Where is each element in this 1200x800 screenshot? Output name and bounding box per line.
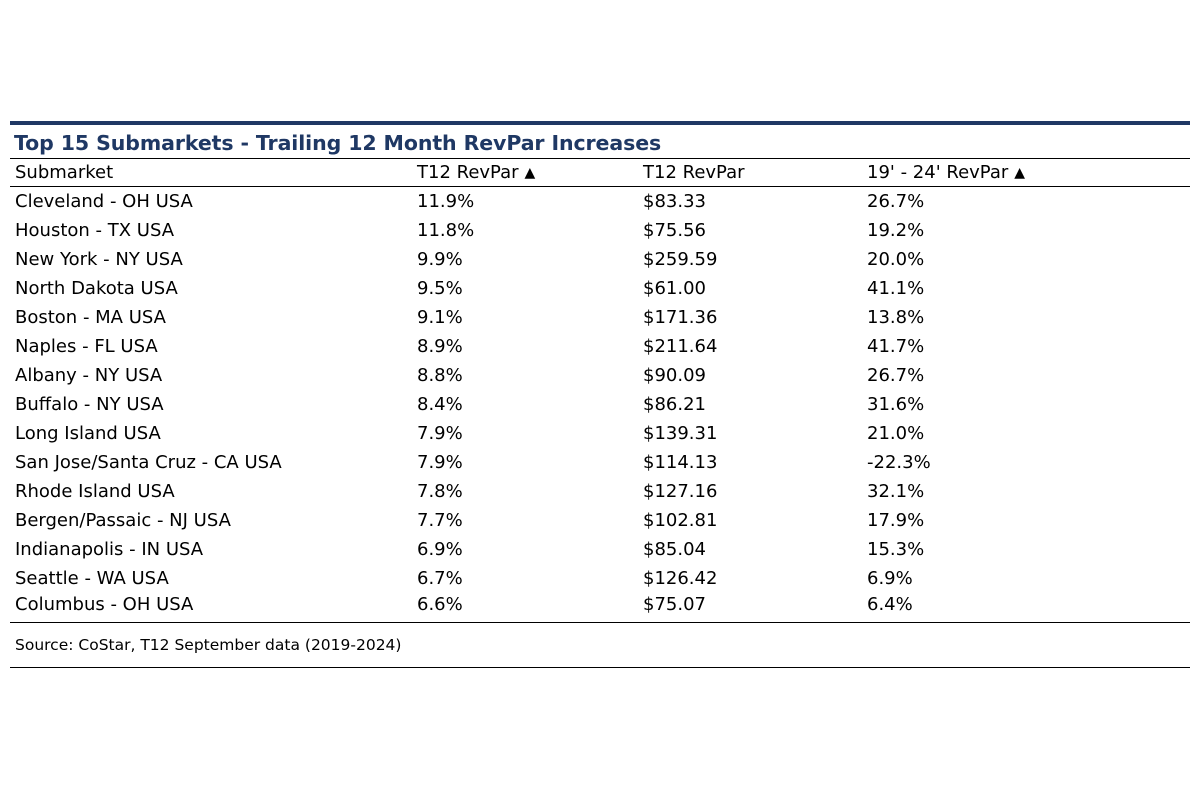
- cell-revpar-change-19-24: 31.6%: [867, 393, 925, 415]
- column-header-t12-revpar-change: T12 RevPar ▲: [412, 158, 638, 187]
- cell-t12-revpar: $259.59: [643, 248, 718, 270]
- cell-t12-revpar: $211.64: [643, 335, 718, 357]
- revpar-table-panel: Top 15 Submarkets - Trailing 12 Month Re…: [10, 121, 1190, 668]
- column-header-t12-revpar: T12 RevPar: [638, 158, 862, 187]
- column-header-label: T12 RevPar: [643, 162, 745, 183]
- cell-t12-revpar-change: 7.7%: [417, 509, 463, 531]
- cell-t12-revpar-change: 8.9%: [417, 335, 463, 357]
- cell-t12-revpar-change: 8.4%: [417, 393, 463, 415]
- cell-t12-revpar: $102.81: [643, 509, 718, 531]
- cell-submarket: North Dakota USA: [15, 277, 178, 299]
- up-triangle-icon: ▲: [1014, 165, 1026, 181]
- cell-revpar-change-19-24: 21.0%: [867, 422, 925, 444]
- cell-revpar-change-19-24: 26.7%: [867, 364, 925, 386]
- table-row: Buffalo - NY USA 8.4% $86.21 31.6%: [10, 390, 1190, 419]
- cell-t12-revpar: $85.04: [643, 538, 706, 560]
- cell-submarket: Columbus - OH USA: [15, 593, 194, 615]
- cell-revpar-change-19-24: 6.9%: [867, 567, 913, 589]
- table-row: Bergen/Passaic - NJ USA 7.7% $102.81 17.9%: [10, 506, 1190, 535]
- cell-submarket: Seattle - WA USA: [15, 567, 169, 589]
- cell-submarket: Rhode Island USA: [15, 480, 175, 502]
- cell-t12-revpar-change: 6.6%: [417, 593, 463, 615]
- cell-t12-revpar-change: 11.8%: [417, 219, 475, 241]
- cell-t12-revpar: $61.00: [643, 277, 706, 299]
- table-row: North Dakota USA 9.5% $61.00 41.1%: [10, 274, 1190, 303]
- cell-t12-revpar: $139.31: [643, 422, 718, 444]
- cell-revpar-change-19-24: 41.1%: [867, 277, 925, 299]
- up-triangle-icon: ▲: [524, 165, 536, 181]
- cell-t12-revpar-change: 11.9%: [417, 190, 475, 212]
- cell-submarket: New York - NY USA: [15, 248, 183, 270]
- cell-revpar-change-19-24: 41.7%: [867, 335, 925, 357]
- cell-t12-revpar: $75.07: [643, 593, 706, 615]
- column-header-label: Submarket: [15, 162, 114, 183]
- cell-submarket: Albany - NY USA: [15, 364, 163, 386]
- table-row: San Jose/Santa Cruz - CA USA 7.9% $114.13 -…: [10, 448, 1190, 477]
- cell-t12-revpar-change: 8.8%: [417, 364, 463, 386]
- cell-t12-revpar: $126.42: [643, 567, 718, 589]
- cell-revpar-change-19-24: 20.0%: [867, 248, 925, 270]
- cell-t12-revpar: $114.13: [643, 451, 718, 473]
- cell-revpar-change-19-24: -22.3%: [867, 451, 931, 473]
- title-top-rule: [10, 121, 1190, 125]
- cell-t12-revpar: $86.21: [643, 393, 706, 415]
- cell-t12-revpar: $90.09: [643, 364, 706, 386]
- cell-t12-revpar: $171.36: [643, 306, 718, 328]
- cell-t12-revpar-change: 7.9%: [417, 422, 463, 444]
- cell-t12-revpar-change: 9.1%: [417, 306, 463, 328]
- cell-submarket: Houston - TX USA: [15, 219, 175, 241]
- table-row: New York - NY USA 9.9% $259.59 20.0%: [10, 245, 1190, 274]
- cell-submarket: Cleveland - OH USA: [15, 190, 193, 212]
- table-row: Columbus - OH USA 6.6% $75.07 6.4%: [10, 593, 1190, 622]
- table-row: Cleveland - OH USA 11.9% $83.33 26.7%: [10, 187, 1190, 216]
- column-header-revpar-change-19-24: 19' - 24' RevPar ▲: [862, 158, 1190, 187]
- cell-t12-revpar-change: 9.5%: [417, 277, 463, 299]
- header-row: Submarket T12 RevPar ▲ T12 RevPar 19' - 24' …: [10, 158, 1190, 187]
- table-row: Rhode Island USA 7.8% $127.16 32.1%: [10, 477, 1190, 506]
- cell-t12-revpar: $83.33: [643, 190, 706, 212]
- cell-t12-revpar-change: 6.7%: [417, 567, 463, 589]
- cell-submarket: Indianapolis - IN USA: [15, 538, 204, 560]
- table-header: Submarket T12 RevPar ▲ T12 RevPar 19' - 24' …: [10, 158, 1190, 187]
- cell-t12-revpar: $127.16: [643, 480, 718, 502]
- cell-revpar-change-19-24: 19.2%: [867, 219, 925, 241]
- table-row: Albany - NY USA 8.8% $90.09 26.7%: [10, 361, 1190, 390]
- cell-revpar-change-19-24: 26.7%: [867, 190, 925, 212]
- column-header-label: 19' - 24' RevPar: [867, 162, 1009, 183]
- cell-revpar-change-19-24: 15.3%: [867, 538, 925, 560]
- cell-t12-revpar-change: 7.8%: [417, 480, 463, 502]
- table-row: Indianapolis - IN USA 6.9% $85.04 15.3%: [10, 535, 1190, 564]
- cell-t12-revpar-change: 7.9%: [417, 451, 463, 473]
- cell-t12-revpar-change: 6.9%: [417, 538, 463, 560]
- cell-t12-revpar-change: 9.9%: [417, 248, 463, 270]
- column-header-label: T12 RevPar: [417, 162, 519, 183]
- cell-submarket: Buffalo - NY USA: [15, 393, 164, 415]
- table-row: Houston - TX USA 11.8% $75.56 19.2%: [10, 216, 1190, 245]
- submarket-revpar-table: Submarket T12 RevPar ▲ T12 RevPar 19' - 24' …: [10, 158, 1190, 622]
- table-row: Naples - FL USA 8.9% $211.64 41.7%: [10, 332, 1190, 361]
- table-title: Top 15 Submarkets - Trailing 12 Month Re…: [14, 131, 662, 155]
- table-row: Long Island USA 7.9% $139.31 21.0%: [10, 419, 1190, 448]
- cell-submarket: Long Island USA: [15, 422, 161, 444]
- cell-revpar-change-19-24: 6.4%: [867, 593, 913, 615]
- cell-submarket: Boston - MA USA: [15, 306, 166, 328]
- cell-revpar-change-19-24: 17.9%: [867, 509, 925, 531]
- table-row: Boston - MA USA 9.1% $171.36 13.8%: [10, 303, 1190, 332]
- cell-revpar-change-19-24: 13.8%: [867, 306, 925, 328]
- column-header-submarket: Submarket: [10, 158, 412, 187]
- cell-revpar-change-19-24: 32.1%: [867, 480, 925, 502]
- source-note: Source: CoStar, T12 September data (2019…: [10, 621, 1190, 668]
- cell-submarket: Bergen/Passaic - NJ USA: [15, 509, 231, 531]
- table-body: Cleveland - OH USA 11.9% $83.33 26.7% Housto…: [10, 187, 1190, 622]
- cell-submarket: San Jose/Santa Cruz - CA USA: [15, 451, 282, 473]
- table-row: Seattle - WA USA 6.7% $126.42 6.9%: [10, 564, 1190, 593]
- cell-submarket: Naples - FL USA: [15, 335, 158, 357]
- cell-t12-revpar: $75.56: [643, 219, 706, 241]
